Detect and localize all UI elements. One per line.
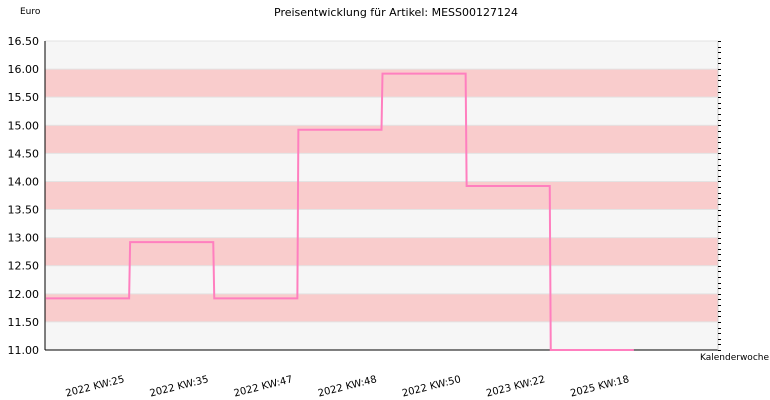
y-tick-label: 11.50 bbox=[8, 316, 40, 329]
background-band bbox=[45, 41, 718, 70]
background-band bbox=[45, 293, 718, 322]
y-tick-label: 16.00 bbox=[8, 63, 40, 76]
y-tick-label: 14.50 bbox=[8, 147, 40, 160]
y-tick-label: 11.00 bbox=[8, 344, 40, 357]
right-axis-ticks bbox=[718, 41, 721, 351]
background-band bbox=[45, 153, 718, 182]
background-band bbox=[45, 181, 718, 210]
x-tick-label: 2022 KW:48 bbox=[317, 374, 378, 399]
x-tick-label: 2022 KW:25 bbox=[65, 374, 126, 399]
x-tick-label: 2023 KW:22 bbox=[485, 374, 546, 399]
x-tick-label: 2022 KW:47 bbox=[233, 374, 294, 399]
y-tick-label: 14.00 bbox=[8, 175, 40, 188]
background-band bbox=[45, 321, 718, 350]
x-tick-label: 2025 KW:18 bbox=[569, 374, 630, 399]
y-tick-label: 13.50 bbox=[8, 204, 40, 217]
y-tick-label: 16.50 bbox=[8, 35, 40, 48]
x-tick-labels: 2022 KW:25 2022 KW:35 2022 KW:47 2022 KW:48… bbox=[65, 374, 631, 399]
y-tick-label: 12.50 bbox=[8, 260, 40, 273]
x-axis-label: Kalenderwoche bbox=[700, 353, 769, 363]
y-tick-labels: 11.00 11.50 12.00 12.50 13.00 13.50 14.00 14.50… bbox=[8, 35, 40, 357]
y-tick-label: 12.00 bbox=[8, 288, 40, 301]
y-axis-label: Euro bbox=[20, 7, 41, 17]
series-lines bbox=[46, 72, 634, 351]
y-tick-label: 13.00 bbox=[8, 232, 40, 245]
series-line bbox=[46, 72, 634, 351]
y-tick-label: 15.50 bbox=[8, 91, 40, 104]
x-tick-label: 2022 KW:35 bbox=[149, 374, 210, 399]
x-tick-label: 2022 KW:50 bbox=[401, 374, 462, 399]
background-band bbox=[45, 265, 718, 294]
chart-title: Preisentwicklung für Artikel: MESS001271… bbox=[274, 6, 518, 19]
y-tick-label: 15.00 bbox=[8, 119, 40, 132]
background-band bbox=[45, 209, 718, 238]
